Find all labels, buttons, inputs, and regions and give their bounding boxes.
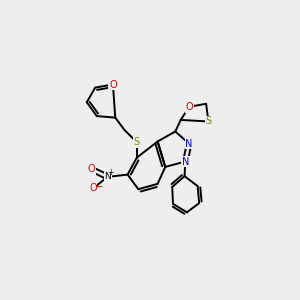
Text: O: O [89,184,97,194]
Text: O: O [185,102,193,112]
Text: S: S [206,116,212,127]
Text: −: − [94,182,103,192]
Text: S: S [134,137,140,147]
Text: O: O [109,80,117,89]
Text: N: N [182,157,189,166]
Text: N: N [104,172,111,182]
Text: O: O [88,164,95,174]
Text: N: N [185,139,193,149]
Text: +: + [108,168,114,177]
